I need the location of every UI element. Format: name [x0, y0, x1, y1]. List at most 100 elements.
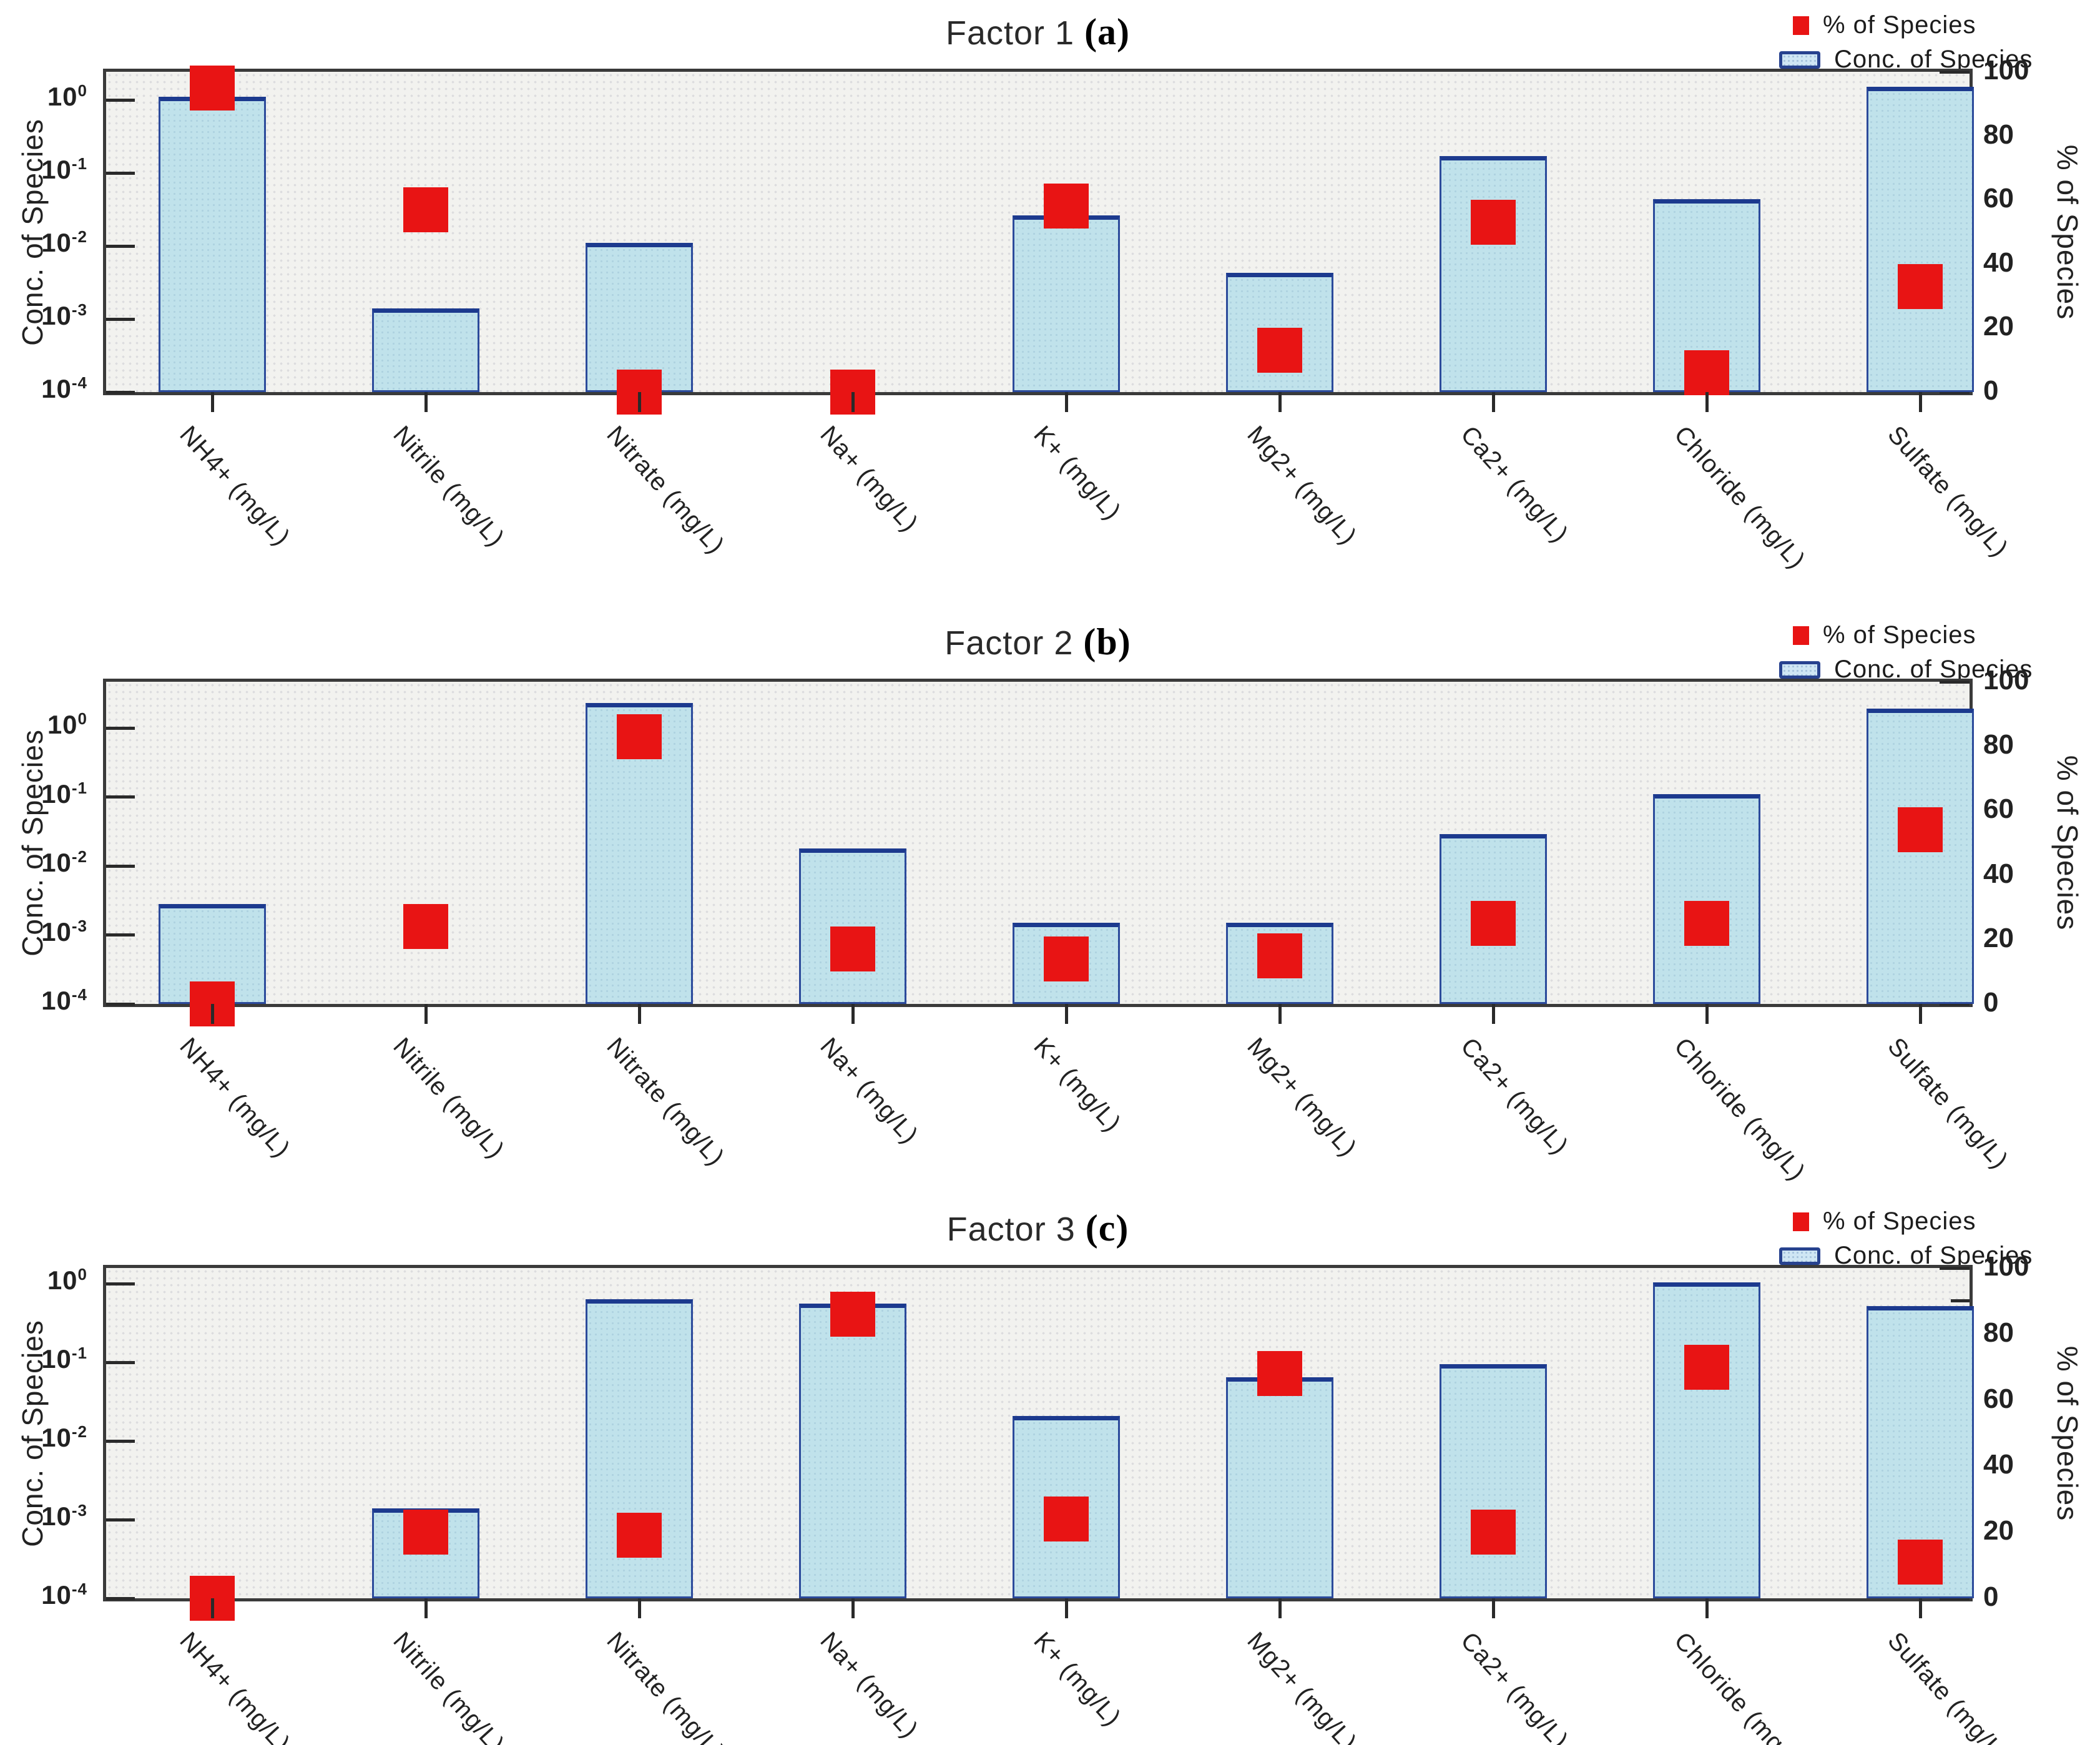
left-axis-tick	[106, 390, 135, 394]
legend-item: % of Species	[1779, 621, 2033, 649]
panel-title-text: Factor 2	[945, 624, 1074, 662]
right-axis-tick-label: 0	[1983, 987, 1999, 1018]
right-axis-tick	[1951, 712, 1970, 716]
legend-label: % of Species	[1823, 11, 1976, 39]
left-axis-tick-label: 10-3	[41, 916, 87, 946]
x-category-label: Chloride (mg/L)	[1669, 1033, 1811, 1186]
bar-conc-Chloride	[1653, 1282, 1760, 1598]
left-axis-tick-label: 100	[47, 709, 87, 740]
x-category-label: Nitrate (mg/L)	[601, 421, 730, 559]
bar-conc-Sulfate	[1867, 1305, 1974, 1598]
left-axis-tick	[106, 1360, 135, 1364]
legend-item: % of Species	[1779, 11, 2033, 39]
x-axis-tick	[1491, 1598, 1495, 1618]
legend-item: Conc. of Species	[1779, 656, 2033, 684]
bar-conc-Mg2+	[1226, 923, 1333, 1004]
right-axis-tick	[1940, 1464, 1970, 1468]
right-axis-tick	[1940, 680, 1970, 684]
right-axis-tick-label: 100	[1983, 665, 2029, 696]
x-category-label: Mg2+ (mg/L)	[1242, 421, 1362, 550]
x-axis-tick	[637, 392, 641, 412]
right-axis-tick-label: 0	[1983, 1581, 1999, 1612]
x-category-label: Sulfate (mg/L)	[1882, 421, 2014, 563]
left-axis-title: Conc. of Species	[16, 1319, 49, 1547]
x-axis-tick	[1064, 1598, 1068, 1618]
x-axis-tick	[1278, 1598, 1282, 1618]
right-axis-tick	[1951, 970, 1970, 973]
left-axis-tick-label: 10-1	[41, 778, 87, 809]
left-axis-tick-label: 10-4	[41, 1580, 87, 1610]
marker-pct-K+	[1044, 184, 1089, 229]
x-category-label: K+ (mg/L)	[1028, 421, 1127, 526]
legend-item: Conc. of Species	[1779, 1242, 2033, 1270]
x-category-label: Mg2+ (mg/L)	[1242, 1033, 1362, 1162]
marker-pct-Nitrile	[403, 904, 448, 950]
bar-conc-Nitrile	[372, 308, 479, 392]
bar-conc-Ca2+	[1440, 156, 1547, 392]
left-axis-tick	[106, 864, 135, 868]
right-axis-tick	[1951, 1563, 1970, 1567]
marker-pct-Na+	[830, 927, 875, 972]
marker-pct-Ca2+	[1471, 200, 1516, 245]
right-axis-tick-label: 60	[1983, 183, 2014, 214]
bar-conc-Mg2+	[1226, 272, 1333, 392]
marker-pct-Na+	[830, 370, 875, 415]
bar-conc-NH4+	[159, 97, 266, 392]
marker-pct-K+	[1044, 936, 1089, 981]
marker-pct-NH4+	[190, 1576, 235, 1621]
bar-conc-Nitrile	[372, 1508, 479, 1598]
right-axis-tick	[1940, 134, 1970, 138]
right-axis-tick	[1951, 166, 1970, 170]
x-category-label: Na+ (mg/L)	[815, 1627, 924, 1744]
marker-pct-Nitrile	[403, 1510, 448, 1555]
right-axis-tick	[1951, 841, 1970, 845]
panel-title: Factor 1 (a)	[106, 11, 1970, 54]
x-axis-tick	[1278, 392, 1282, 412]
x-axis-tick	[424, 392, 428, 412]
x-category-label: NH4+ (mg/L)	[174, 421, 296, 551]
marker-pct-K+	[1044, 1497, 1089, 1542]
marker-pct-Nitrate	[617, 714, 662, 759]
plot-area: NH4+ (mg/L) Nitrile (mg/L) Nitrate (mg/L) N…	[103, 65, 2013, 574]
right-axis-tick	[1940, 1266, 1970, 1270]
right-axis-tick-label: 80	[1983, 729, 2014, 760]
marker-pct-Na+	[830, 1292, 875, 1337]
bar-conc-Nitrate	[586, 1299, 693, 1598]
left-axis-tick	[106, 1439, 135, 1443]
bar-conc-Na+	[799, 848, 906, 1004]
x-axis-tick	[1918, 1598, 1922, 1618]
bar-conc-Ca2+	[1440, 833, 1547, 1004]
legend-red-square-swatch	[1793, 1212, 1809, 1231]
x-category-label: Nitrate (mg/L)	[601, 1627, 730, 1745]
right-axis-tick-label: 100	[1983, 55, 2029, 86]
marker-pct-Ca2+	[1471, 901, 1516, 946]
x-category-label: Chloride (mg/L)	[1669, 421, 1811, 574]
right-axis-tick-label: 80	[1983, 119, 2014, 150]
legend-label: % of Species	[1823, 1207, 1976, 1235]
marker-pct-Sulfate	[1898, 1539, 1943, 1585]
marker-pct-Nitrate	[617, 370, 662, 415]
right-axis-tick-label: 20	[1983, 311, 2014, 342]
plot-area: NH4+ (mg/L) Nitrile (mg/L) Nitrate (mg/L) N…	[103, 679, 2013, 1186]
right-axis-tick	[1940, 809, 1970, 812]
right-axis-tick	[1951, 777, 1970, 780]
x-axis-tick	[1918, 392, 1922, 412]
left-axis-tick-label: 10-3	[41, 1501, 87, 1531]
left-axis-tick	[106, 726, 135, 730]
legend-red-square-swatch	[1793, 16, 1809, 35]
right-axis-tick	[1940, 70, 1970, 74]
right-axis-tick	[1951, 102, 1970, 106]
right-axis-tick	[1951, 230, 1970, 233]
bar-conc-Sulfate	[1867, 87, 1974, 392]
bar-conc-Chloride	[1653, 794, 1760, 1004]
right-axis-tick-label: 40	[1983, 247, 2014, 278]
legend-label: Conc. of Species	[1834, 46, 2033, 73]
x-axis-tick	[210, 1004, 214, 1024]
x-category-label: NH4+ (mg/L)	[174, 1033, 296, 1163]
right-axis-tick-label: 40	[1983, 858, 2014, 889]
marker-pct-Mg2+	[1257, 328, 1302, 373]
left-axis-tick	[106, 244, 135, 248]
legend-label: % of Species	[1823, 621, 1976, 649]
x-axis-tick	[424, 1598, 428, 1618]
